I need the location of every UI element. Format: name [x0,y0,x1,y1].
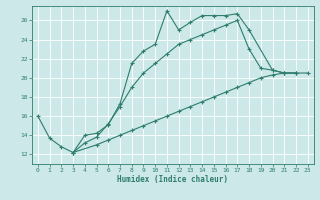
X-axis label: Humidex (Indice chaleur): Humidex (Indice chaleur) [117,175,228,184]
